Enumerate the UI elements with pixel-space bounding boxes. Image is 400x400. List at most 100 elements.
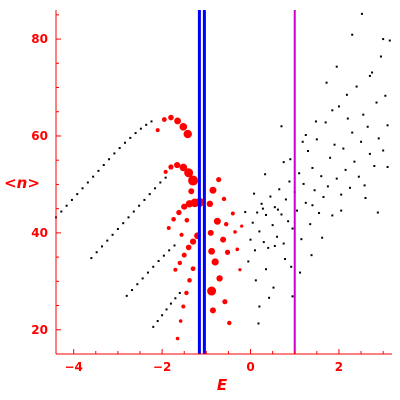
data-point-s1: [171, 217, 176, 222]
data-point-s2: [291, 227, 294, 230]
data-point-s1: [224, 249, 231, 255]
data-point-s2: [258, 305, 261, 308]
data-point-s1: [216, 176, 222, 183]
data-point-s2: [300, 238, 303, 241]
data-point-s0: [141, 277, 144, 280]
data-point-s0: [81, 187, 84, 190]
data-point-s2: [291, 295, 294, 298]
data-point-s1: [181, 304, 186, 309]
data-point-s0: [129, 136, 132, 139]
data-point-s0: [108, 158, 111, 161]
data-point-s2: [345, 93, 348, 96]
data-point-s0: [173, 244, 176, 247]
data-point-s2: [360, 140, 363, 143]
data-point-s0: [152, 325, 155, 328]
data-point-s1: [177, 260, 182, 266]
data-point-s0: [90, 257, 93, 260]
data-point-s2: [295, 209, 298, 212]
data-point-s2: [349, 186, 351, 189]
data-point-s2: [364, 196, 367, 199]
data-point-s2: [353, 160, 356, 163]
data-point-s1: [175, 336, 180, 341]
data-point-s0: [127, 216, 130, 219]
data-point-s1: [188, 188, 195, 195]
data-point-s0: [156, 320, 159, 323]
data-point-s1: [179, 163, 188, 172]
data-point-s2: [276, 208, 279, 211]
data-point-s2: [260, 202, 263, 205]
data-point-s2: [386, 124, 389, 127]
data-point-s0: [113, 152, 116, 155]
data-point-s0: [123, 141, 126, 144]
x-tick-label: 0: [246, 360, 254, 374]
y-tick-label: 20: [31, 323, 48, 337]
data-point-s0: [161, 314, 164, 317]
data-point-s0: [122, 222, 125, 225]
data-point-s0: [145, 123, 148, 126]
data-point-s1: [185, 244, 192, 251]
data-point-s1: [230, 211, 235, 216]
data-point-s1: [235, 247, 240, 252]
data-point-s2: [340, 209, 343, 212]
data-point-s1: [176, 209, 182, 216]
data-point-s2: [379, 55, 382, 58]
data-point-s1: [240, 224, 244, 228]
data-point-s2: [326, 185, 329, 188]
data-point-s0: [60, 210, 63, 213]
data-point-s2: [366, 125, 369, 128]
data-point-s2: [325, 81, 328, 84]
data-point-s2: [269, 195, 272, 198]
data-point-s1: [173, 267, 178, 272]
data-point-s2: [310, 254, 313, 257]
data-point-s2: [331, 214, 334, 217]
data-point-s1: [222, 299, 228, 305]
data-point-s2: [271, 224, 274, 227]
data-point-s2: [368, 152, 371, 155]
data-point-s0: [97, 169, 100, 172]
data-point-s2: [257, 322, 260, 325]
data-point-s2: [329, 156, 332, 159]
data-point-s1: [184, 168, 194, 178]
data-point-s0: [164, 176, 167, 179]
x-axis-title: E: [217, 376, 228, 394]
data-point-s2: [272, 286, 275, 289]
data-point-s2: [301, 140, 304, 143]
data-point-s1: [163, 169, 168, 174]
data-point-s1: [209, 307, 216, 314]
data-point-s1: [179, 122, 188, 131]
data-point-s1: [179, 232, 184, 237]
data-point-s2: [360, 12, 363, 15]
x-tick-label: −2: [153, 360, 171, 374]
data-point-s0: [169, 302, 172, 305]
data-point-s0: [118, 147, 121, 150]
data-point-s2: [318, 212, 321, 215]
data-point-s0: [165, 308, 168, 311]
data-point-s2: [351, 33, 354, 36]
data-point-s2: [267, 246, 270, 249]
data-point-s0: [138, 204, 141, 207]
data-point-s1: [155, 128, 160, 133]
data-point-s0: [148, 193, 151, 196]
data-point-s2: [384, 94, 387, 97]
y-tick-label: 60: [31, 129, 48, 143]
data-point-s2: [333, 143, 336, 146]
data-point-s2: [371, 71, 374, 74]
data-point-s2: [322, 196, 325, 199]
data-point-s0: [152, 265, 155, 268]
data-point-s0: [162, 254, 165, 257]
data-point-s2: [282, 161, 285, 164]
data-point-s2: [351, 131, 354, 134]
data-point-s2: [324, 121, 327, 124]
data-point-s0: [174, 297, 177, 300]
data-point-s2: [268, 296, 271, 299]
data-point-s1: [216, 275, 223, 282]
data-point-s2: [287, 220, 290, 223]
data-point-s2: [289, 158, 292, 161]
data-point-s0: [168, 249, 171, 252]
data-point-s1: [209, 186, 217, 194]
data-point-s0: [102, 164, 105, 167]
data-point-s2: [304, 201, 307, 204]
data-point-s1: [174, 117, 181, 125]
data-point-s2: [278, 188, 281, 191]
